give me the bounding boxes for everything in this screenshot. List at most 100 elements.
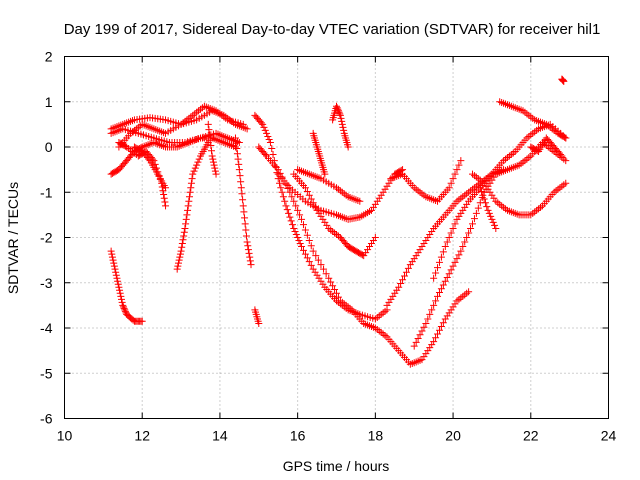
- data-point: [336, 110, 344, 118]
- data-point: [451, 300, 459, 308]
- data-series-arc-22: [430, 120, 570, 282]
- x-axis-label: GPS time / hours: [283, 458, 390, 474]
- data-series-arc-18: [329, 102, 352, 151]
- data-point: [162, 184, 170, 192]
- data-point: [320, 265, 328, 273]
- data-point: [187, 184, 195, 192]
- data-point: [451, 258, 459, 266]
- data-point: [209, 158, 217, 166]
- data-point: [485, 209, 493, 217]
- data-point: [437, 285, 445, 293]
- data-point: [467, 187, 475, 195]
- data-point: [540, 140, 548, 148]
- data-point: [189, 170, 197, 178]
- data-point: [502, 155, 510, 163]
- data-point: [492, 197, 500, 205]
- data-point: [342, 301, 350, 309]
- data-series-arc-04: [107, 134, 239, 178]
- data-point: [187, 113, 195, 121]
- data-point: [174, 262, 182, 270]
- data-point: [455, 161, 463, 169]
- data-point: [264, 132, 272, 140]
- data-series-arc-11: [251, 306, 263, 327]
- data-series-arc-15: [290, 170, 379, 260]
- data-point: [487, 212, 495, 220]
- data-point: [307, 195, 315, 203]
- data-point: [463, 234, 471, 241]
- data-point: [194, 158, 202, 166]
- data-point: [449, 175, 457, 183]
- data-point: [377, 329, 385, 337]
- data-point: [399, 276, 407, 284]
- data-point: [255, 319, 263, 327]
- data-point: [457, 247, 465, 255]
- data-point: [207, 141, 215, 149]
- data-point: [472, 209, 480, 217]
- data-point: [334, 232, 342, 240]
- data-point: [465, 288, 473, 296]
- data-point: [369, 237, 377, 245]
- data-point: [447, 229, 455, 237]
- x-tick-label: 16: [290, 428, 306, 444]
- data-point: [231, 143, 239, 151]
- data-point: [195, 107, 203, 115]
- data-point: [430, 301, 438, 309]
- data-point: [243, 238, 251, 246]
- data-point: [178, 240, 186, 248]
- data-point: [449, 224, 457, 232]
- data-point: [290, 197, 298, 205]
- data-point: [180, 228, 188, 236]
- data-point: [381, 332, 389, 340]
- data-point: [479, 191, 487, 199]
- data-point: [340, 300, 348, 308]
- data-point: [295, 237, 303, 245]
- data-point: [266, 138, 274, 146]
- data-point: [138, 317, 146, 325]
- data-point: [334, 107, 342, 115]
- data-point: [265, 135, 273, 143]
- data-series-arc-06: [130, 143, 170, 192]
- data-point: [463, 200, 471, 208]
- data-point: [231, 134, 239, 142]
- data-point: [406, 261, 414, 269]
- data-point: [319, 280, 327, 288]
- data-point: [116, 289, 124, 297]
- data-series-arc-25: [476, 184, 500, 232]
- data-point: [469, 220, 476, 228]
- data-point: [303, 231, 311, 239]
- data-point: [237, 184, 245, 192]
- data-point: [525, 132, 533, 140]
- y-axis-label: SDTVAR / TECUs: [5, 182, 21, 294]
- data-point: [412, 252, 420, 260]
- data-point: [420, 240, 428, 248]
- data-point: [422, 237, 430, 245]
- data-point: [176, 250, 184, 258]
- data-point: [182, 215, 190, 223]
- data-point: [459, 193, 467, 201]
- data-point: [533, 206, 541, 214]
- data-point: [463, 289, 471, 297]
- data-series-arc-13: [255, 143, 473, 368]
- data-point: [114, 277, 122, 285]
- data-point: [459, 206, 467, 214]
- data-point: [292, 230, 300, 238]
- data-point: [430, 338, 438, 346]
- data-point: [435, 289, 443, 297]
- plot-frame: [64, 56, 609, 419]
- data-point: [279, 193, 287, 201]
- data-point: [237, 178, 245, 186]
- data-point: [373, 197, 381, 205]
- data-point: [211, 167, 219, 175]
- data-point: [558, 182, 566, 190]
- data-point: [449, 303, 457, 311]
- data-point: [185, 197, 193, 205]
- data-point: [173, 265, 181, 273]
- data-point: [321, 170, 329, 178]
- data-point: [507, 151, 515, 159]
- data-point: [301, 184, 309, 192]
- data-point: [205, 126, 213, 134]
- data-point: [311, 268, 319, 276]
- data-point: [445, 309, 453, 317]
- data-point: [179, 119, 187, 127]
- x-tick-label: 12: [134, 428, 150, 444]
